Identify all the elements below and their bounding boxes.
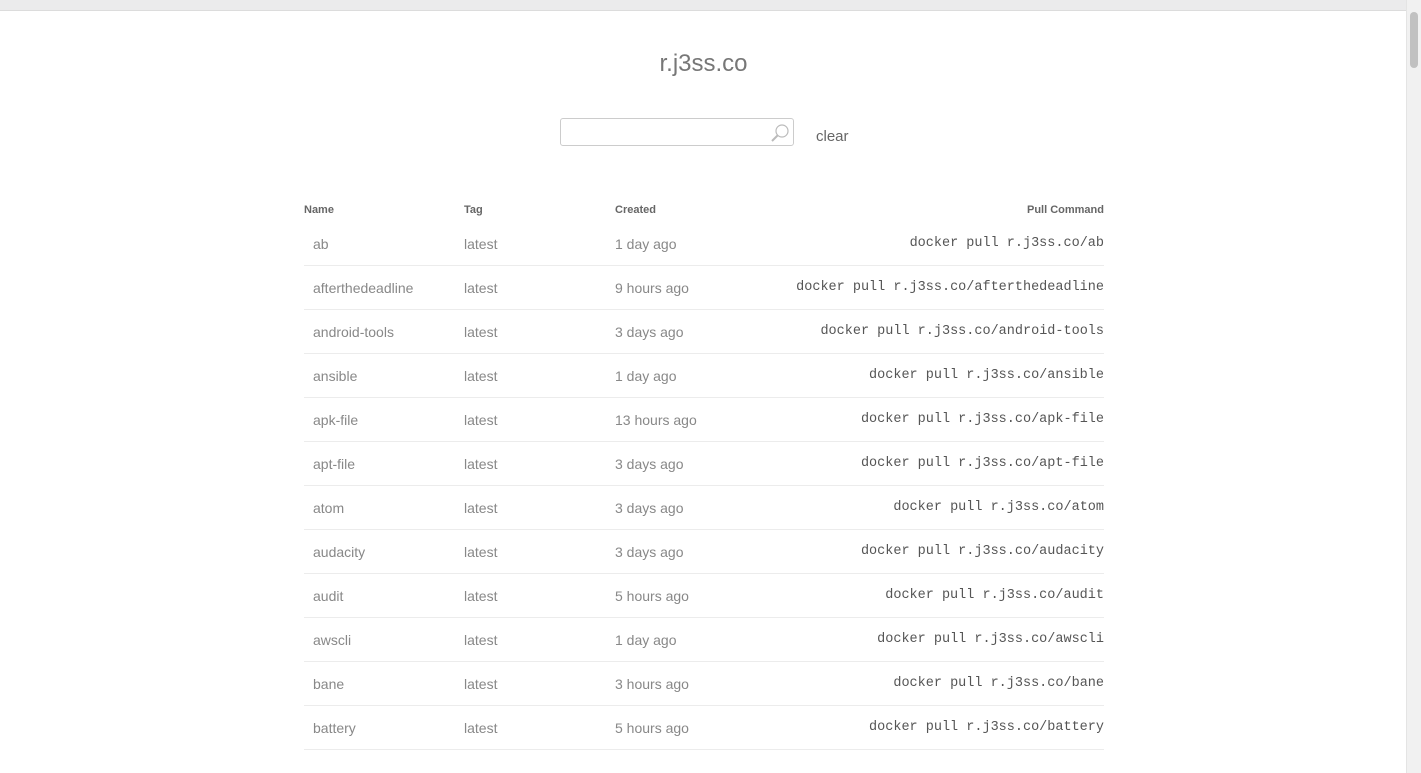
header-created[interactable]: Created: [615, 204, 656, 216]
repo-tag: latest: [464, 485, 615, 530]
repo-name: atom: [304, 485, 464, 530]
repo-name: android-tools: [304, 309, 464, 354]
repo-tag: latest: [464, 222, 615, 266]
repo-created: 3 days ago: [615, 309, 785, 354]
search-icon[interactable]: [769, 122, 791, 144]
pull-command[interactable]: docker pull r.j3ss.co/battery: [785, 705, 1104, 750]
pull-command[interactable]: docker pull r.j3ss.co/ansible: [785, 353, 1104, 398]
repo-name: apk-file: [304, 397, 464, 442]
scrollbar-thumb[interactable]: [1410, 12, 1418, 68]
search-input[interactable]: [565, 120, 769, 146]
repo-created: 1 day ago: [615, 353, 785, 398]
repo-tag: latest: [464, 309, 615, 354]
header-tag[interactable]: Tag: [464, 204, 483, 216]
repo-tag: latest: [464, 441, 615, 486]
repo-name: ansible: [304, 353, 464, 398]
table-row[interactable]: afterthedeadline latest 9 hours ago docker …: [304, 265, 1104, 310]
table-row[interactable]: atom latest 3 days ago docker pull r.j3ss.c…: [304, 485, 1104, 530]
table-row[interactable]: bane latest 3 hours ago docker pull r.j3ss.…: [304, 661, 1104, 706]
repo-name: ab: [304, 222, 464, 266]
table-row[interactable]: ansible latest 1 day ago docker pull r.j3ss…: [304, 353, 1104, 398]
table-row[interactable]: battery latest 5 hours ago docker pull r.j3…: [304, 705, 1104, 750]
pull-command[interactable]: docker pull r.j3ss.co/apt-file: [785, 441, 1104, 486]
browser-top-bar: [0, 0, 1421, 11]
pull-command[interactable]: docker pull r.j3ss.co/audit: [785, 573, 1104, 618]
repo-tag: latest: [464, 617, 615, 662]
repo-created: 3 days ago: [615, 441, 785, 486]
clear-button[interactable]: clear: [816, 128, 849, 145]
pull-command[interactable]: docker pull r.j3ss.co/bane: [785, 661, 1104, 706]
repo-name: apt-file: [304, 441, 464, 486]
repo-tag: latest: [464, 661, 615, 706]
repo-tag: latest: [464, 705, 615, 750]
header-name[interactable]: Name: [304, 204, 334, 216]
table-row[interactable]: ab latest 1 day ago docker pull r.j3ss.co/a…: [304, 222, 1104, 266]
repo-tag: latest: [464, 573, 615, 618]
repo-created: 13 hours ago: [615, 397, 785, 442]
header-pull-command[interactable]: Pull Command: [1026, 204, 1104, 216]
repo-tag: latest: [464, 353, 615, 398]
table-row[interactable]: apk-file latest 13 hours ago docker pull r.…: [304, 397, 1104, 442]
repo-name: audacity: [304, 529, 464, 574]
table-row[interactable]: audit latest 5 hours ago docker pull r.j3ss…: [304, 573, 1104, 618]
repo-name: bane: [304, 661, 464, 706]
table-row[interactable]: android-tools latest 3 days ago docker pull…: [304, 309, 1104, 354]
repo-tag: latest: [464, 397, 615, 442]
page-title: r.j3ss.co: [659, 50, 748, 77]
pull-command[interactable]: docker pull r.j3ss.co/android-tools: [785, 309, 1104, 354]
repo-created: 1 day ago: [615, 617, 785, 662]
scrollbar[interactable]: [1406, 0, 1421, 773]
repo-name: audit: [304, 573, 464, 618]
search-box[interactable]: [560, 118, 794, 146]
repo-created: 1 day ago: [615, 222, 785, 266]
repo-name: afterthedeadline: [304, 265, 464, 310]
table-row[interactable]: audacity latest 3 days ago docker pull r.j3…: [304, 529, 1104, 574]
repo-name: battery: [304, 705, 464, 750]
repo-created: 9 hours ago: [615, 265, 785, 310]
pull-command[interactable]: docker pull r.j3ss.co/awscli: [785, 617, 1104, 662]
repo-created: 3 days ago: [615, 529, 785, 574]
repository-table: Name Tag Created Pull Command ab latest 1 …: [304, 204, 1104, 750]
pull-command[interactable]: docker pull r.j3ss.co/ab: [785, 222, 1104, 266]
pull-command[interactable]: docker pull r.j3ss.co/apk-file: [785, 397, 1104, 442]
table-row[interactable]: apt-file latest 3 days ago docker pull r.j3…: [304, 441, 1104, 486]
pull-command[interactable]: docker pull r.j3ss.co/atom: [785, 485, 1104, 530]
repo-created: 3 hours ago: [615, 661, 785, 706]
pull-command[interactable]: docker pull r.j3ss.co/afterthedeadline: [785, 265, 1104, 310]
repo-created: 3 days ago: [615, 485, 785, 530]
pull-command[interactable]: docker pull r.j3ss.co/audacity: [785, 529, 1104, 574]
repo-tag: latest: [464, 265, 615, 310]
repo-tag: latest: [464, 529, 615, 574]
table-row[interactable]: awscli latest 1 day ago docker pull r.j3ss.…: [304, 617, 1104, 662]
repo-name: awscli: [304, 617, 464, 662]
repo-created: 5 hours ago: [615, 573, 785, 618]
repo-created: 5 hours ago: [615, 705, 785, 750]
table-header: Name Tag Created Pull Command: [304, 204, 1104, 222]
